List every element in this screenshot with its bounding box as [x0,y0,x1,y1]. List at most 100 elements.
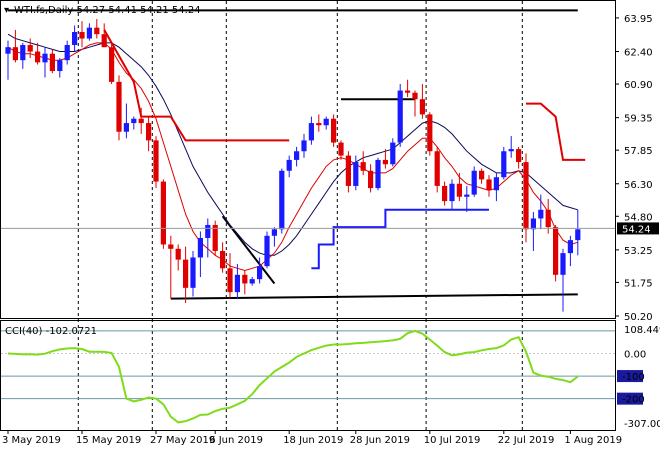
time-tick-label-5: 28 Jun 2019 [350,435,410,446]
stop-upper-0 [103,29,171,118]
price-tick-label-4: 57.85 [624,146,653,157]
candle-body-59 [442,185,448,202]
cci-level-label-bg-3 [617,392,643,405]
candle-50 [375,157,381,191]
candle-body-17 [131,118,137,124]
price-tick-label-8: 51.75 [624,278,653,289]
candle-38 [286,155,292,178]
candle-49 [368,164,374,193]
candle-body-45 [338,142,344,156]
candle-body-77 [575,229,581,241]
candle-body-19 [146,123,152,141]
candle-27 [205,218,211,258]
candle-body-42 [316,123,322,126]
candle-59 [442,181,448,206]
candle-body-54 [405,90,411,93]
candle-body-33 [249,279,255,284]
candle-body-75 [560,253,566,275]
candle-18 [138,107,144,134]
candle-60 [449,179,455,210]
candle-54 [405,79,411,98]
candle-body-32 [242,274,248,284]
cci-line-group [7,329,579,424]
candle-body-58 [434,151,440,186]
cci-level-lines [1,330,615,400]
candle-body-65 [486,179,492,191]
candle-body-49 [368,170,374,189]
candle-36 [271,227,277,247]
candle-4 [35,42,41,65]
time-tick-label-4: 18 Jun 2019 [283,435,343,446]
candle-33 [249,276,255,286]
candle-body-6 [49,53,55,72]
candle-39 [294,146,300,167]
candle-72 [538,194,544,230]
trendline-1 [170,293,578,300]
cci-tick-label-1: 0.00 [624,349,646,360]
candle-body-46 [345,155,351,186]
candle-63 [471,166,477,197]
candle-9 [72,25,78,52]
candle-44 [331,114,337,147]
candle-5 [42,47,48,78]
candle-body-7 [57,60,63,72]
candle-body-64 [479,170,485,180]
candle-body-31 [234,274,240,293]
cci-tick-label-4: -307.0000 [624,419,660,430]
candle-body-60 [449,183,455,202]
symbol-header: WTI.fs,Daily 54.27 54.41 54.21 54.24 [14,5,201,16]
candle-body-72 [538,209,544,219]
candle-75 [560,248,566,312]
candle-body-20 [153,140,159,182]
candle-body-27 [205,224,211,238]
candle-13 [101,23,107,48]
price-tick-label-0: 63.95 [624,14,653,25]
candle-40 [301,133,307,158]
candle-body-71 [530,218,536,230]
candle-21 [160,179,166,249]
candle-body-26 [197,237,203,258]
candle-body-38 [286,159,292,171]
current-price-label-bg [617,222,659,235]
candle-body-43 [323,118,329,126]
candle-16 [123,103,129,139]
candle-25 [190,250,196,297]
candle-body-8 [64,45,70,61]
candle-34 [257,257,263,284]
candle-30 [227,253,233,299]
candle-42 [316,114,322,132]
price-axis: 54.24 63.95 62.40 60.90 59.35 57.85 56.30 54.80… [615,14,659,323]
candle-76 [567,235,573,267]
candle-11 [86,23,92,41]
stop-upper-1 [169,116,290,142]
candle-body-28 [212,224,218,251]
candle-0 [5,40,11,80]
stop-upper-2 [526,102,586,161]
cci-tick-label-0: 108.4497 [624,325,660,336]
stop-lower-0 [311,208,489,270]
candle-body-37 [279,170,285,230]
candle-58 [434,146,440,193]
candle-body-67 [501,151,507,178]
candle-48 [360,151,366,176]
candle-69 [516,146,522,169]
candle-2 [20,42,26,69]
candle-52 [390,138,396,167]
candle-body-16 [123,123,129,132]
cci-panel-frame [0,320,616,431]
candle-14 [109,42,115,85]
candle-26 [197,231,203,277]
candle-1 [12,29,18,63]
candle-6 [49,49,55,74]
candle-55 [412,90,418,117]
cci-axis: 108.4497 0.00 -100 -200 -307.0000 [617,325,660,430]
candle-7 [57,58,63,78]
candle-71 [530,211,536,251]
candle-body-73 [545,209,551,228]
candle-body-70 [523,162,529,230]
cci-tick-label-2: -100 [622,372,645,383]
candle-61 [456,172,462,202]
